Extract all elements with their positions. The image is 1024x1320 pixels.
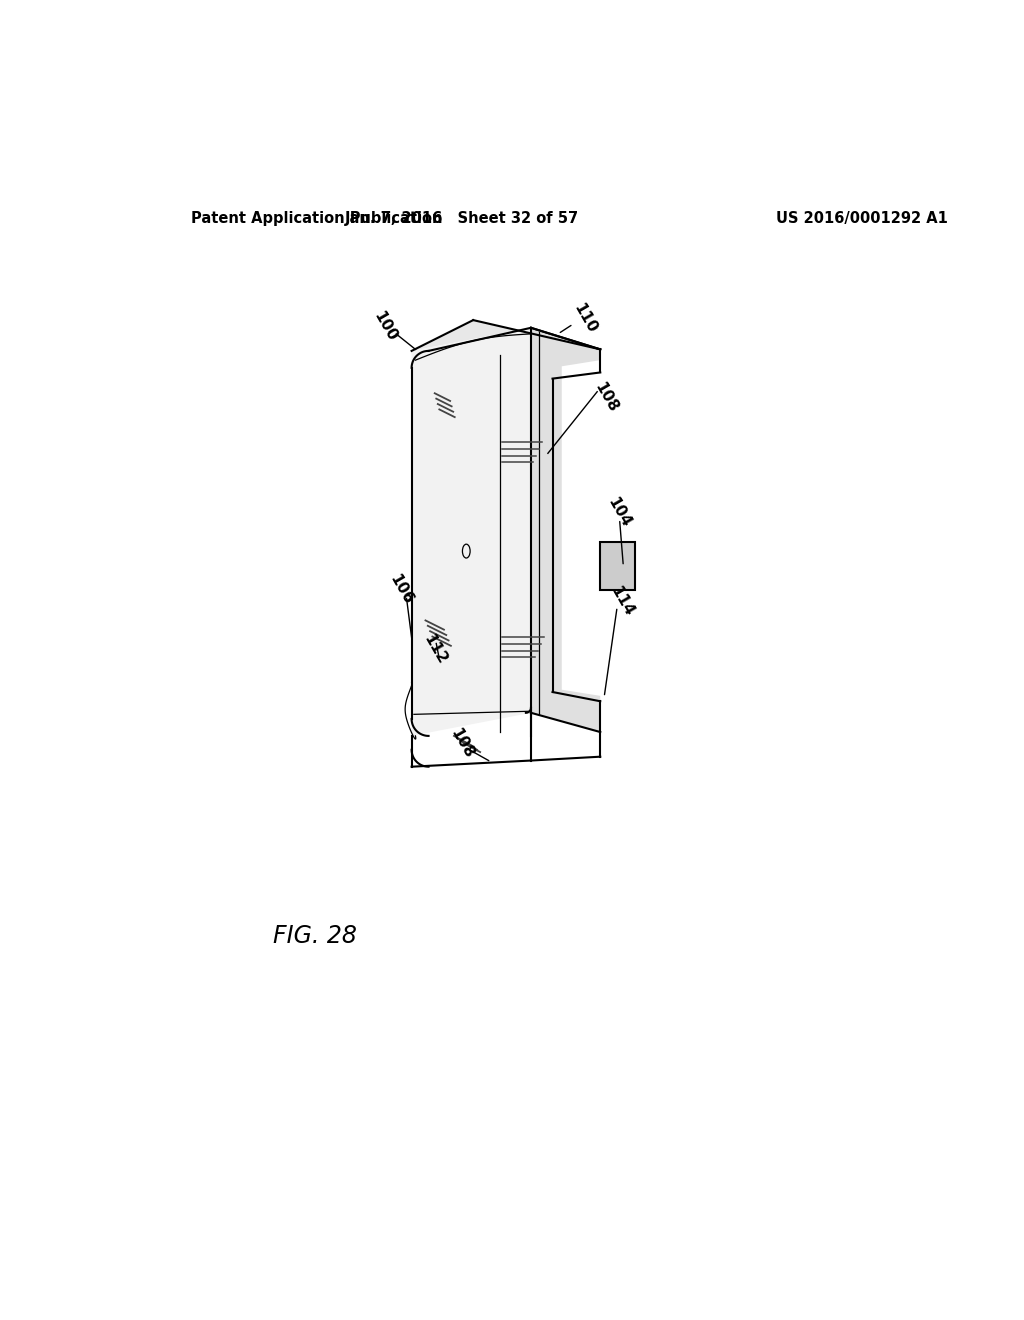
Polygon shape xyxy=(412,327,531,737)
Text: US 2016/0001292 A1: US 2016/0001292 A1 xyxy=(776,211,947,226)
Text: 114: 114 xyxy=(607,583,636,619)
Polygon shape xyxy=(600,543,635,590)
Polygon shape xyxy=(412,321,600,351)
Text: 100: 100 xyxy=(371,309,399,343)
Ellipse shape xyxy=(463,544,470,558)
Text: 108: 108 xyxy=(592,380,621,414)
Text: 108: 108 xyxy=(447,726,476,762)
Text: 110: 110 xyxy=(570,301,599,337)
Text: 112: 112 xyxy=(420,632,450,667)
Text: Jan. 7, 2016   Sheet 32 of 57: Jan. 7, 2016 Sheet 32 of 57 xyxy=(345,211,579,226)
Text: 104: 104 xyxy=(605,495,634,531)
Text: Patent Application Publication: Patent Application Publication xyxy=(190,211,442,226)
Text: FIG. 28: FIG. 28 xyxy=(273,924,357,948)
Text: 106: 106 xyxy=(387,572,416,607)
Polygon shape xyxy=(531,327,600,733)
